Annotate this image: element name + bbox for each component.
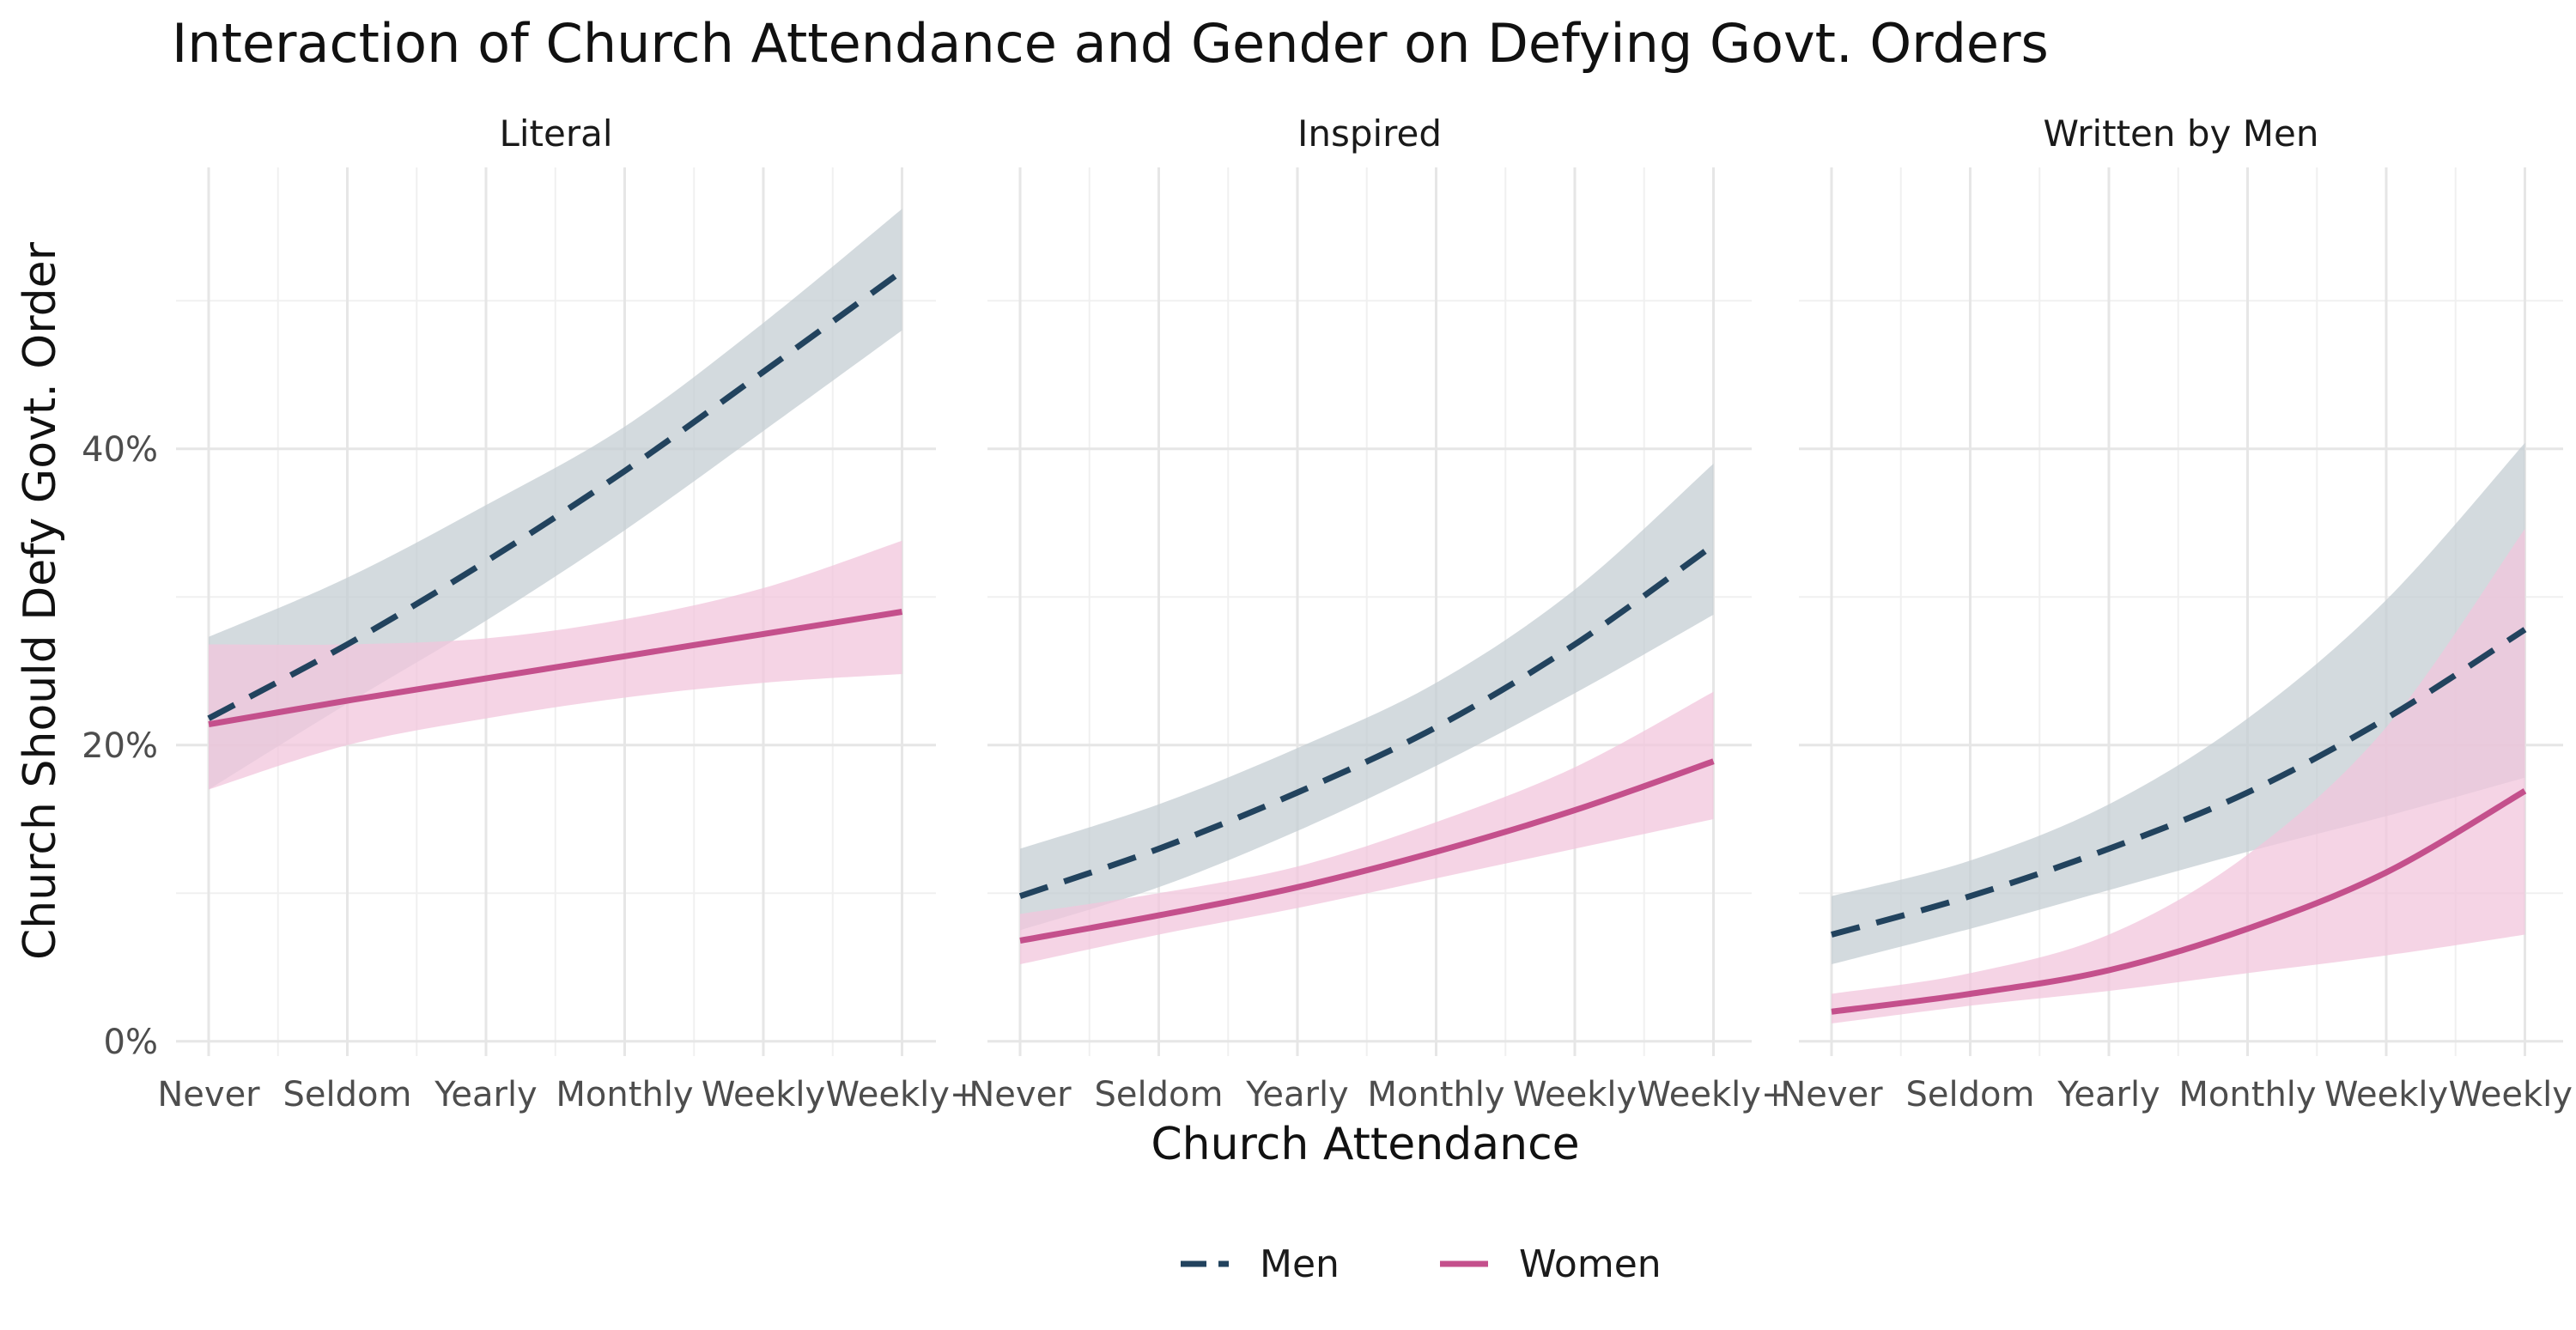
confidence-band-women — [1020, 691, 1714, 964]
series-line-women — [1831, 788, 2527, 1015]
x-tick-label: Weekly+ — [1637, 1075, 1790, 1114]
x-axis-title: Church Attendance — [1151, 1119, 1579, 1170]
legend-item-women: Women — [1440, 1242, 1662, 1286]
series-line-men — [1831, 627, 2527, 938]
confidence-band-men — [1832, 442, 2525, 964]
confidence-band-men — [1020, 464, 1714, 931]
x-tick-label: Seldom — [1906, 1075, 2035, 1114]
x-tick-label: Never — [157, 1075, 260, 1114]
x-tick-label: Monthly — [556, 1075, 693, 1114]
x-tick-label: Yearly — [2057, 1075, 2160, 1114]
x-tick-label: Weekly — [1513, 1075, 1637, 1114]
series-line-women — [208, 609, 903, 728]
y-tick-label: 20% — [82, 726, 158, 766]
series-line-men — [207, 268, 904, 721]
x-tick-label: Seldom — [1095, 1075, 1224, 1114]
panel-2: Inspired Never Seldom Yearly Monthly Weekly We… — [969, 112, 1789, 1114]
legend: Men Women — [1181, 1242, 1662, 1286]
x-tick-label: Never — [969, 1075, 1072, 1114]
facet-label: Written by Men — [2044, 112, 2319, 155]
x-tick-label: Weekly — [702, 1075, 825, 1114]
confidence-band-women — [1832, 528, 2525, 1023]
legend-item-men: Men — [1181, 1242, 1340, 1286]
x-tick-label: Monthly — [1367, 1075, 1504, 1114]
panel-1: Literal Never Seldom Yearly Monthly Weekly Wee… — [82, 112, 978, 1114]
x-tick-label: Weekly — [2324, 1075, 2448, 1114]
x-tick-label: Never — [1780, 1075, 1883, 1114]
x-tick-label: Weekly+ — [2449, 1075, 2576, 1114]
x-tick-label: Weekly+ — [826, 1075, 979, 1114]
y-tick-label: 0% — [104, 1023, 158, 1062]
x-tick-label: Seldom — [283, 1075, 412, 1114]
facet-label: Literal — [499, 112, 612, 155]
y-tick-label: 40% — [82, 430, 158, 470]
legend-label: Women — [1519, 1242, 1662, 1286]
facet-label: Inspired — [1297, 112, 1442, 155]
x-tick-label: Monthly — [2178, 1075, 2316, 1114]
series-line-women — [1019, 758, 1715, 944]
series-line-men — [1018, 543, 1716, 900]
y-axis-title: Church Should Defy Govt. Order — [15, 241, 66, 960]
x-tick-label: Yearly — [1245, 1075, 1348, 1114]
x-tick-label: Yearly — [434, 1075, 537, 1114]
legend-label: Men — [1260, 1242, 1340, 1286]
chart-title: Interaction of Church Attendance and Gen… — [172, 12, 2049, 75]
